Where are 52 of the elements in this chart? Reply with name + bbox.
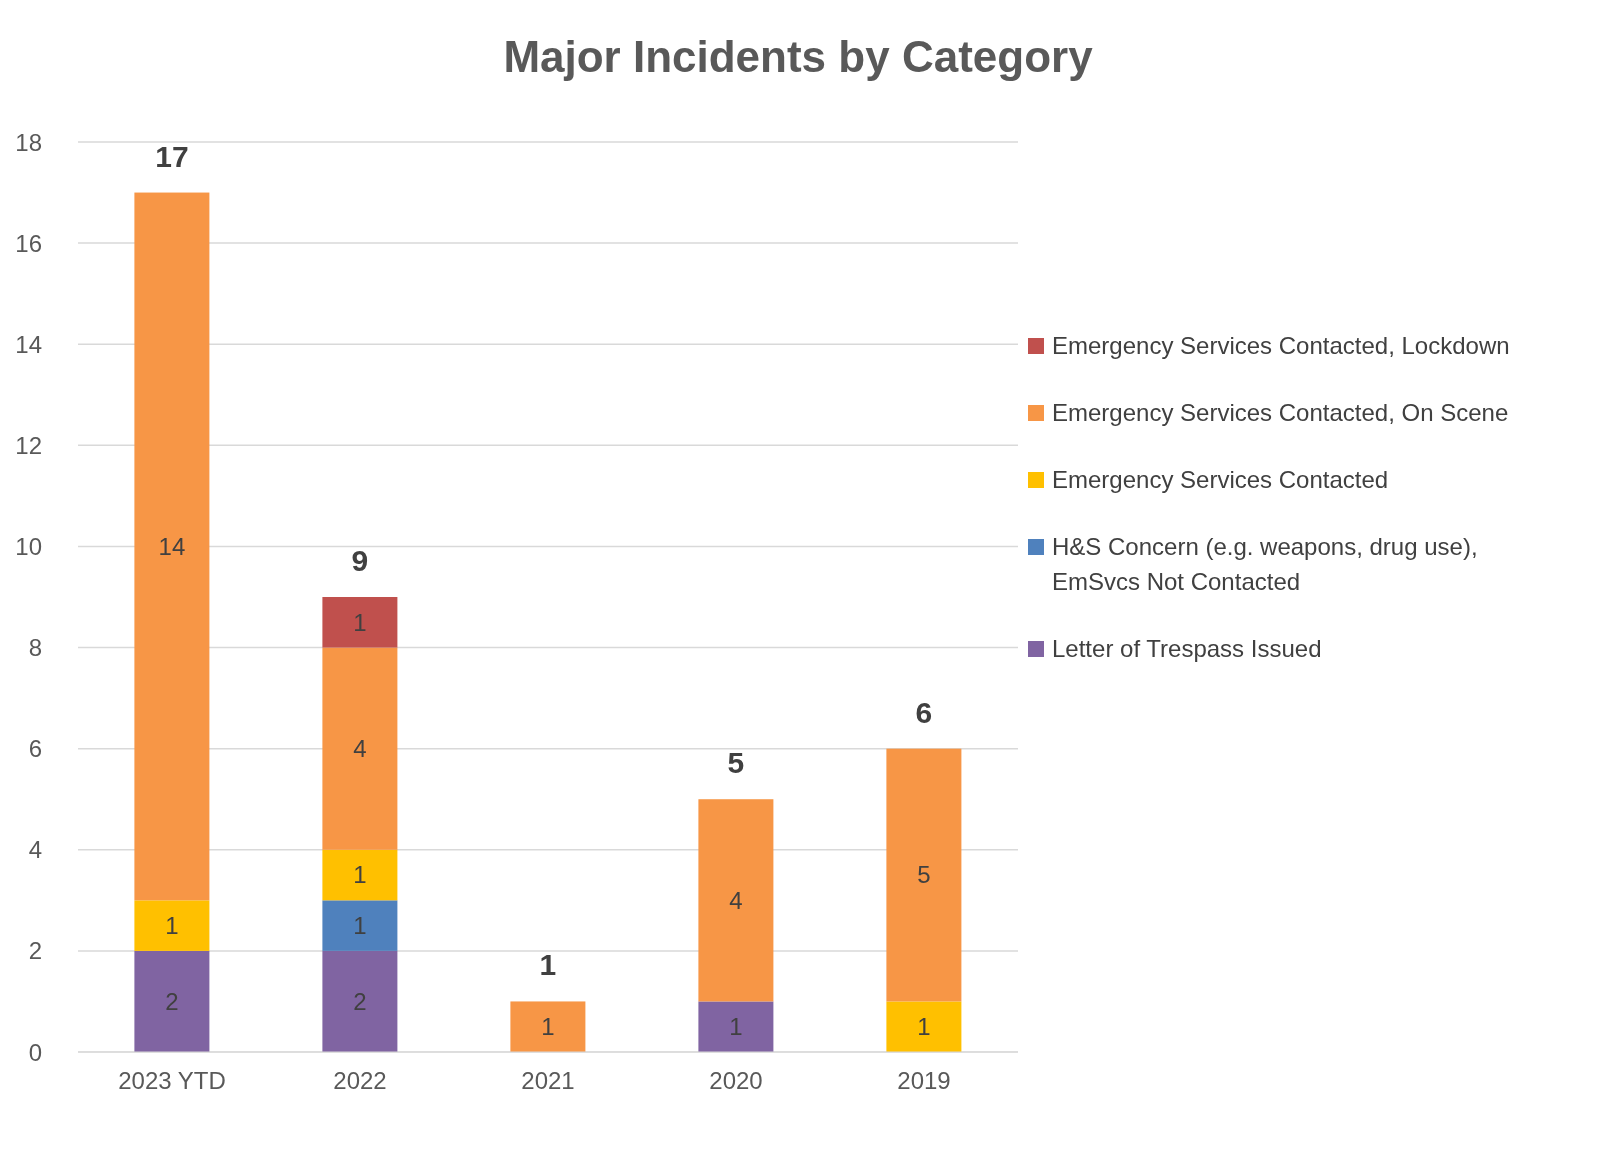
legend-label: Emergency Services Contacted [1052, 465, 1389, 495]
y-tick-label: 10 [15, 532, 42, 560]
data-label: 4 [729, 886, 743, 914]
bar [698, 1001, 774, 1052]
y-tick-label: 4 [28, 836, 42, 864]
x-tick-label: 2023 YTD [118, 1067, 226, 1095]
legend-label: H&S Concern (e.g. weapons, drug use), EmSvcs Not Contacted [1052, 532, 1479, 597]
bar [134, 900, 210, 951]
bar [322, 597, 398, 648]
data-label: 2 [165, 987, 179, 1015]
bar [134, 950, 210, 1052]
x-tick-label: 2021 [521, 1067, 575, 1095]
total-label: 6 [915, 695, 933, 729]
data-label: 5 [917, 861, 931, 889]
total-label: 1 [539, 948, 557, 982]
y-tick-label: 12 [15, 431, 42, 459]
data-label: 1 [353, 608, 367, 636]
y-tick-label: 8 [28, 634, 42, 662]
data-label: 2 [353, 987, 367, 1015]
data-label: 1 [353, 861, 367, 889]
bar [886, 1001, 962, 1052]
legend-label: Letter of Trespass Issued [1052, 634, 1322, 664]
bar [698, 799, 774, 1002]
bar [322, 900, 398, 951]
data-label: 14 [158, 532, 186, 560]
chart-title: Major Incidents by Category [502, 31, 1094, 83]
x-tick-label: 2022 [333, 1067, 387, 1095]
data-label: 1 [729, 1013, 743, 1041]
bar [886, 748, 962, 1002]
total-label: 5 [727, 746, 745, 780]
y-tick-label: 18 [15, 128, 42, 156]
data-label: 1 [917, 1013, 931, 1041]
x-tick-label: 2020 [709, 1067, 763, 1095]
data-label: 1 [541, 1013, 555, 1041]
total-label: 17 [155, 139, 189, 173]
total-label: 9 [351, 544, 369, 577]
data-label: 4 [353, 735, 367, 763]
bar [510, 1001, 586, 1052]
legend-label: Emergency Services Contacted, Lockdown [1052, 331, 1510, 361]
y-tick-label: 14 [15, 330, 42, 358]
y-tick-label: 2 [28, 937, 42, 965]
x-tick-label: 2019 [897, 1067, 951, 1095]
y-tick-label: 16 [15, 229, 42, 257]
bar [322, 647, 398, 850]
data-label: 1 [165, 912, 179, 940]
y-tick-label: 0 [28, 1038, 42, 1066]
data-label: 1 [353, 912, 367, 940]
bar [322, 950, 398, 1052]
bar [322, 849, 398, 901]
legend-label: Emergency Services Contacted, On Scene [1052, 398, 1509, 428]
bar [134, 192, 210, 901]
y-tick-label: 6 [28, 735, 42, 763]
